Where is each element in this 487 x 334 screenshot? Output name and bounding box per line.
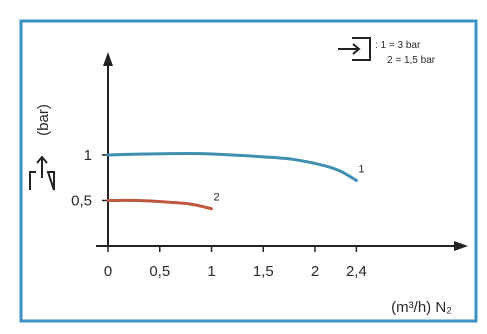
series-1-line bbox=[106, 152, 358, 182]
series-layer: 12 bbox=[106, 152, 365, 211]
inlet-pressure-icon bbox=[338, 37, 371, 61]
x-tick-label: 2,4 bbox=[346, 263, 367, 280]
series-2-label: 2 bbox=[214, 192, 220, 204]
x-tick-label: 2 bbox=[311, 263, 319, 280]
outlet-pressure-icon bbox=[29, 155, 55, 191]
x-tick-label: 1 bbox=[207, 263, 215, 280]
chart-border bbox=[19, 19, 478, 323]
series-1-label: 1 bbox=[358, 163, 364, 175]
y-axis-arrow bbox=[103, 52, 113, 66]
ticks-layer: 0 0,5 1 1,5 2 2,4 0,5 1 bbox=[71, 147, 367, 280]
x-axis-label: (m³/h) N₂ bbox=[391, 299, 452, 316]
legend-line-1: : 1 = 3 bar bbox=[375, 40, 421, 51]
x-tick-label: 0,5 bbox=[149, 263, 170, 280]
x-tick-label: 1,5 bbox=[253, 263, 274, 280]
y-axis-label: (bar) bbox=[35, 104, 52, 136]
x-axis-arrow bbox=[454, 241, 468, 251]
legend-line-2: 2 = 1,5 bar bbox=[387, 55, 436, 66]
x-tick-label: 0 bbox=[104, 263, 112, 280]
y-tick-label: 0,5 bbox=[71, 193, 92, 210]
y-tick-label: 1 bbox=[84, 147, 92, 164]
series-2-line bbox=[106, 198, 213, 211]
